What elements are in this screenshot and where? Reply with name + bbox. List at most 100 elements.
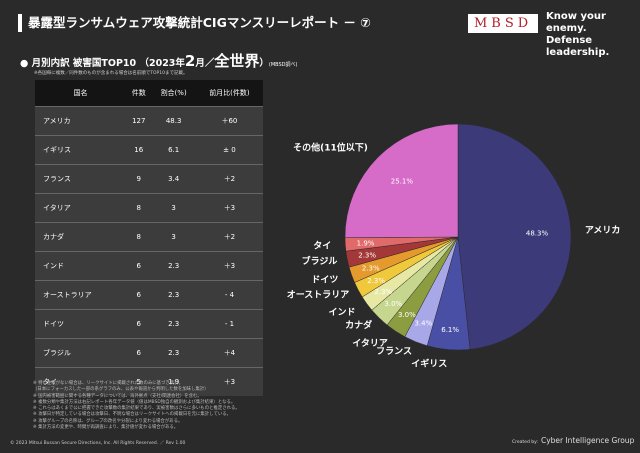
table-cell: ＋3	[195, 367, 263, 396]
table-cell: 2.3	[151, 280, 196, 310]
subtitle-part: ）	[259, 58, 269, 69]
footnote: ※ 国内被害範囲に関する各種データについては、海外拠点（支社/関連会社）を含む。	[33, 393, 202, 399]
table-cell: 48.3	[151, 106, 196, 136]
footnotes: ※ 特に注釈がない場合は、リークサイトに掲載された数のみに基づき集計。 （日本にフ…	[33, 381, 240, 431]
category-label: オーストラリア	[287, 290, 350, 301]
footnote: ※ 集計方法の変更や、時間が再調査により、集計値が変わる場合がある。	[33, 425, 179, 431]
value-label: 2.3%	[367, 277, 385, 285]
copyright: © 2023 Mitsui Bussan Secure Directions, …	[10, 441, 186, 446]
month: 2	[184, 52, 196, 70]
scope: 全世界	[214, 52, 260, 70]
table-row: タイ 5 1.9 ＋3	[35, 367, 263, 396]
table-row: イギリス 16 6.1 ± 0	[35, 135, 263, 165]
table-row: ドイツ 6 2.3- 1	[35, 309, 263, 339]
footnote: ※ 特に注釈がない場合は、リークサイトに掲載された数のみに基づき集計。	[33, 381, 183, 386]
category-label: フランス	[376, 346, 412, 357]
table-cell: - 1	[195, 309, 263, 339]
table-cell: 3.4	[151, 164, 196, 194]
table-cell: アメリカ	[35, 106, 127, 136]
table-cell: ＋2	[195, 164, 263, 194]
table-cell: 6	[126, 338, 152, 368]
column-header: 前月比(件数)	[195, 80, 263, 107]
credit-name: Cyber Intelligence Group	[540, 436, 635, 445]
pie-slice	[344, 123, 459, 238]
credit-prefix: Created by:	[512, 440, 538, 445]
value-label: 6.1%	[441, 326, 459, 334]
footnote: ※ 攻撃グループの名称は、グループの改名や分裂により変わる場合がある。	[33, 418, 183, 424]
credit: Created by: Cyber Intelligence Group	[512, 436, 634, 445]
table-cell: ＋2	[195, 222, 263, 252]
category-label: イタリア	[352, 337, 388, 349]
category-label: タイ	[313, 239, 331, 251]
table-cell: 127	[126, 106, 152, 136]
value-label: 25.1%	[391, 178, 414, 186]
table-cell: ＋4	[195, 338, 263, 368]
table-row: イタリア 8 3 ＋3	[35, 193, 263, 223]
table-row: アメリカ 127 48.3 ＋60	[35, 106, 263, 136]
value-label: 2.3%	[358, 252, 376, 260]
table-cell: 6.1	[151, 135, 196, 165]
title: 暴露型ランサムウェア攻撃統計CIGマンスリーレポート － ⑦	[18, 14, 371, 32]
subtitle-part: 月／	[195, 58, 215, 69]
category-label: ブラジル	[302, 255, 338, 267]
footnote: （日本にフォーカスした一部の系グラフのみ、公表や報道から判明した数を加味し集計）	[33, 387, 209, 393]
table-cell: 5	[126, 367, 152, 396]
table-cell: タイ	[35, 367, 127, 396]
table-cell: 6	[126, 309, 152, 339]
footnote: ※ これらはあくまで公に把握できた攻撃数の集計結果であり、実被害数はさらに多いも…	[33, 406, 240, 412]
value-label: 1.9%	[357, 240, 375, 248]
subtitle: ● 月別内訳 被害国TOP10 （2023年2月／全世界）(MBSD調べ)	[20, 52, 298, 70]
category-label: その他(11位以下)	[293, 141, 368, 153]
subtitle-part: （2023年	[139, 58, 185, 69]
table-cell: ± 0	[195, 135, 263, 165]
category-label: インド	[328, 307, 355, 318]
header-row: 国名 件数 割合(%) 前月比(件数)	[35, 80, 263, 107]
table-row: インド 6 2.3 ＋3	[35, 251, 263, 281]
table-cell: 6	[126, 251, 152, 281]
table-cell: - 4	[195, 280, 263, 310]
value-label: 3.4%	[414, 319, 432, 327]
table-cell: カナダ	[35, 222, 127, 252]
table-cell: 8	[126, 193, 152, 223]
table-cell: イギリス	[35, 135, 127, 165]
note: ※各国毎に複数／同件数のものが含まれる場合は名前順でTOP10まで記載。	[34, 71, 188, 76]
category-label: カナダ	[345, 319, 372, 331]
table-cell: ブラジル	[35, 338, 127, 368]
tagline: Know your enemy. Defense leadership.	[546, 11, 640, 59]
table-cell: フランス	[35, 164, 127, 194]
tagline-line: Defense leadership.	[546, 35, 610, 58]
footnote: ※ 複数分類や集計方法は右記レポート各年データ値（値はMBSD独自の観測および集…	[33, 399, 236, 405]
table-row: ブラジル 6 2.3 ＋4	[35, 338, 263, 368]
value-label: 3.0%	[398, 311, 416, 319]
column-header: 国名	[35, 80, 127, 107]
table-row: カナダ 8 3 ＋2	[35, 222, 263, 252]
table-cell: 2.3	[151, 309, 196, 339]
table: 国名 件数 割合(%) 前月比(件数) アメリカ 127 48.3 ＋60 イギリス 16 6.1 ±…	[35, 80, 263, 396]
table-cell: オーストラリア	[35, 280, 127, 310]
table-cell: 6	[126, 280, 152, 310]
table-cell: ＋60	[195, 106, 263, 136]
table-cell: ＋3	[195, 251, 263, 281]
column-header: 件数	[126, 80, 152, 107]
footnote: ※ 攻撃日が特定している場合は攻撃日、不明な場合はリークサイトへの掲載日を元に集…	[33, 412, 232, 418]
pie-slice	[457, 123, 572, 350]
table-cell: 2.3	[151, 251, 196, 281]
value-label: 48.3%	[526, 229, 549, 237]
table-row: オーストラリア 6 2.3- 4	[35, 280, 263, 310]
pie-chart: 48.3% アメリカ 6.1% イギリス 3.4% フランス 3.0% イタリア 3.0% カナダ…	[287, 123, 621, 370]
table-cell: 9	[126, 164, 152, 194]
column-header: 割合(%)	[151, 80, 196, 107]
table-cell: 3	[151, 193, 196, 223]
table-cell: 2.3	[151, 338, 196, 368]
table-cell: ＋3	[195, 193, 263, 223]
category-label: アメリカ	[585, 225, 621, 236]
category-label: イギリス	[411, 358, 447, 370]
category-label: ドイツ	[311, 275, 338, 286]
logo: MBSD	[468, 14, 539, 33]
table-cell: 3	[151, 222, 196, 252]
table-cell: ドイツ	[35, 309, 127, 339]
table-cell: インド	[35, 251, 127, 281]
value-label: 3.0%	[384, 300, 402, 308]
value-label: 2.3%	[362, 265, 380, 273]
